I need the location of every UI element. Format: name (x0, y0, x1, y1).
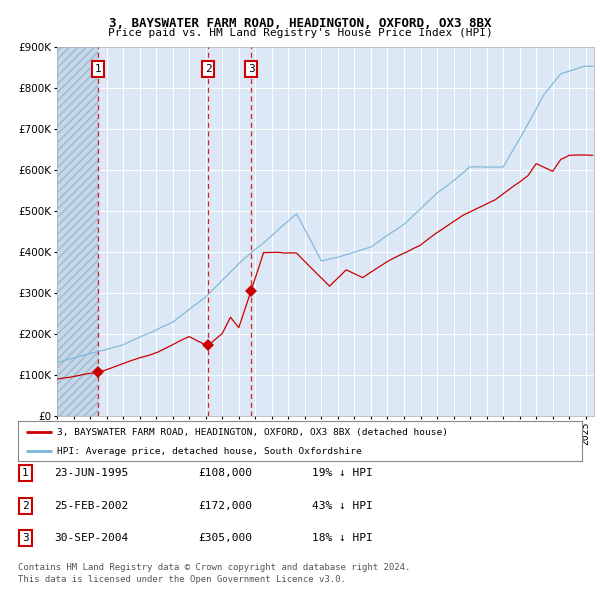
Text: Price paid vs. HM Land Registry's House Price Index (HPI): Price paid vs. HM Land Registry's House … (107, 28, 493, 38)
Text: 2: 2 (22, 501, 29, 510)
Text: £108,000: £108,000 (198, 468, 252, 478)
Text: 3, BAYSWATER FARM ROAD, HEADINGTON, OXFORD, OX3 8BX (detached house): 3, BAYSWATER FARM ROAD, HEADINGTON, OXFO… (58, 428, 448, 437)
Text: HPI: Average price, detached house, South Oxfordshire: HPI: Average price, detached house, Sout… (58, 447, 362, 456)
Text: 30-SEP-2004: 30-SEP-2004 (54, 533, 128, 543)
Text: 3: 3 (22, 533, 29, 543)
Text: 1: 1 (22, 468, 29, 478)
Bar (57, 47, 98, 416)
Text: 18% ↓ HPI: 18% ↓ HPI (312, 533, 373, 543)
Text: £172,000: £172,000 (198, 501, 252, 510)
Text: 23-JUN-1995: 23-JUN-1995 (54, 468, 128, 478)
Text: 3: 3 (248, 64, 254, 74)
Text: 25-FEB-2002: 25-FEB-2002 (54, 501, 128, 510)
Bar (57, 47, 98, 416)
Text: 19% ↓ HPI: 19% ↓ HPI (312, 468, 373, 478)
Text: 3, BAYSWATER FARM ROAD, HEADINGTON, OXFORD, OX3 8BX: 3, BAYSWATER FARM ROAD, HEADINGTON, OXFO… (109, 17, 491, 30)
Text: 1: 1 (95, 64, 101, 74)
Text: £305,000: £305,000 (198, 533, 252, 543)
Text: 43% ↓ HPI: 43% ↓ HPI (312, 501, 373, 510)
Text: 2: 2 (205, 64, 211, 74)
Text: Contains HM Land Registry data © Crown copyright and database right 2024.
This d: Contains HM Land Registry data © Crown c… (18, 563, 410, 584)
